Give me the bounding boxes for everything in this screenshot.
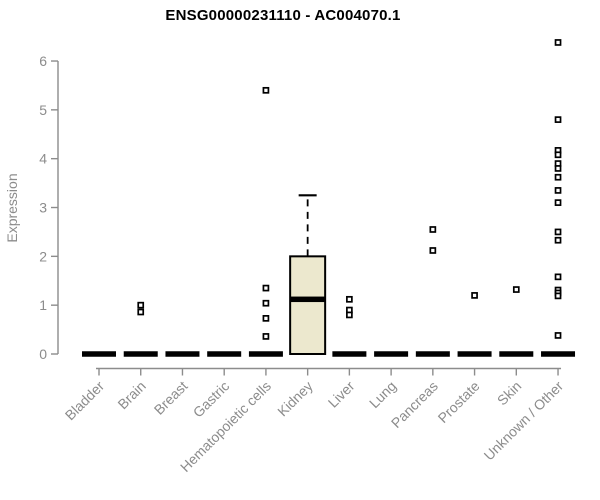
- median-line: [248, 351, 283, 357]
- outlier-point: [429, 226, 437, 233]
- outlier-point: [429, 247, 437, 254]
- x-tick-label: Prostate: [435, 378, 483, 426]
- outlier-point: [262, 315, 270, 322]
- y-tick-label: 4: [39, 151, 47, 167]
- x-tick-label: Skin: [494, 378, 525, 409]
- median-line: [165, 351, 200, 357]
- y-tick-label: 6: [39, 53, 47, 69]
- outlier-point: [554, 39, 562, 46]
- median-line: [332, 351, 367, 357]
- median-line: [374, 351, 409, 357]
- median-line: [207, 351, 242, 357]
- x-tick-label: Unknown / Other: [481, 378, 567, 464]
- outlier-point: [262, 284, 270, 292]
- x-tick-label: Bladder: [62, 378, 108, 424]
- median-line: [541, 351, 576, 357]
- outlier-point: [262, 333, 270, 340]
- outlier-point: [554, 151, 562, 159]
- outlier-point: [471, 292, 478, 299]
- median-line: [415, 351, 450, 357]
- outlier-point: [554, 332, 562, 339]
- x-tick-label: Breast: [151, 378, 191, 418]
- x-tick-label: Kidney: [274, 378, 316, 420]
- box: [289, 255, 327, 355]
- median-line: [457, 351, 492, 357]
- y-tick-label: 3: [39, 200, 47, 216]
- x-tick-label: Brain: [114, 378, 148, 412]
- median-line: [123, 351, 158, 357]
- outlier-point: [137, 308, 145, 316]
- outlier-point: [262, 86, 270, 94]
- outlier-point: [554, 236, 562, 244]
- outlier-point: [554, 187, 562, 194]
- y-tick-label: 2: [39, 248, 47, 264]
- outlier-point: [346, 311, 353, 319]
- outlier-point: [554, 199, 562, 206]
- median-line: [290, 296, 326, 303]
- outlier-point: [554, 292, 562, 300]
- y-tick-label: 1: [39, 297, 47, 313]
- x-tick-label: Liver: [325, 378, 358, 411]
- outlier-point: [554, 116, 562, 123]
- outlier-point: [137, 301, 145, 309]
- outlier-point: [346, 295, 353, 303]
- outlier-point: [554, 173, 562, 181]
- outlier-point: [554, 273, 562, 281]
- y-tick-label: 0: [39, 346, 47, 362]
- outlier-point: [554, 165, 562, 172]
- x-tick-label: Lung: [366, 378, 399, 411]
- median-line: [82, 351, 116, 357]
- outlier-point: [512, 286, 520, 293]
- outlier-point: [554, 228, 562, 236]
- chart-title: ENSG00000231110 - AC004070.1: [165, 7, 401, 24]
- outlier-point: [262, 299, 270, 307]
- median-line: [499, 351, 534, 357]
- y-tick-label: 5: [39, 102, 47, 118]
